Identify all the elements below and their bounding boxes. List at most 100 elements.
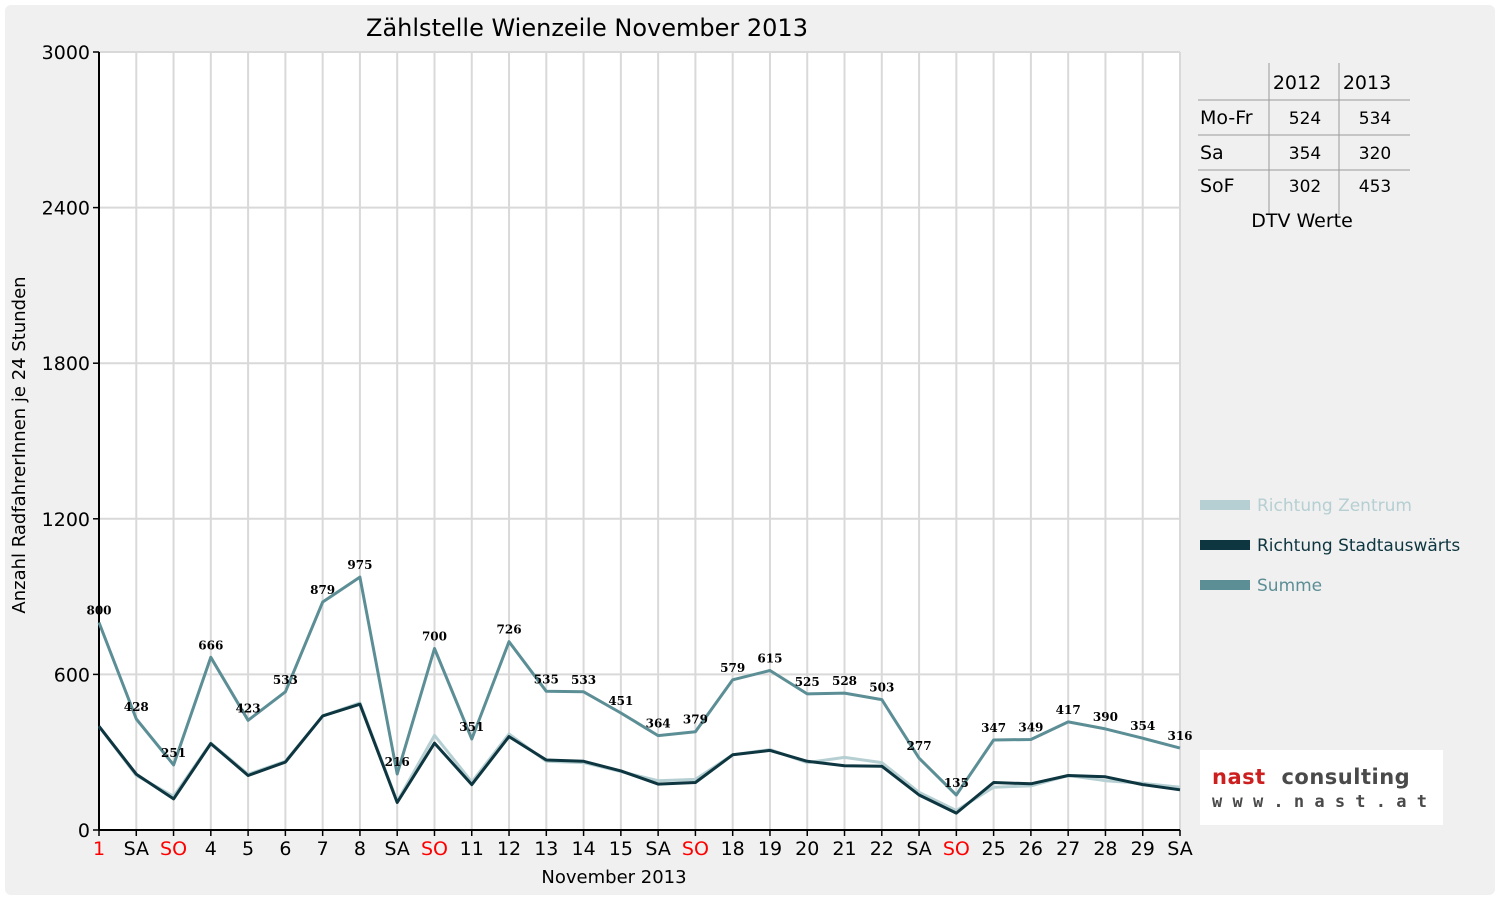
data-label: 364 xyxy=(646,717,671,731)
dtv-cell: 302 xyxy=(1289,177,1321,197)
x-tick-label: 27 xyxy=(1056,838,1080,860)
y-tick-label: 1200 xyxy=(42,509,90,531)
x-tick-label: SA xyxy=(384,838,409,860)
data-label: 975 xyxy=(347,558,372,572)
x-tick-label: SO xyxy=(682,838,709,860)
x-tick-label: 25 xyxy=(982,838,1006,860)
x-tick-label: 5 xyxy=(242,838,254,860)
x-tick-label: 22 xyxy=(870,838,894,860)
data-label: 533 xyxy=(273,673,298,687)
x-tick-label: 21 xyxy=(832,838,856,860)
x-tick-label: SA xyxy=(906,838,931,860)
legend-label: Richtung Zentrum xyxy=(1257,496,1412,516)
data-label: 428 xyxy=(124,700,149,714)
data-label: 451 xyxy=(608,694,633,708)
x-tick-label: 15 xyxy=(609,838,633,860)
y-tick-label: 3000 xyxy=(42,42,90,64)
data-label: 800 xyxy=(86,604,111,618)
data-label: 700 xyxy=(422,629,447,643)
data-label: 277 xyxy=(907,739,932,753)
data-label: 666 xyxy=(198,638,223,652)
x-tick-label: SA xyxy=(645,838,670,860)
data-label: 579 xyxy=(720,661,745,675)
data-label: 535 xyxy=(534,672,559,686)
legend-swatch xyxy=(1200,540,1250,550)
data-label: 216 xyxy=(385,755,410,769)
y-tick-label: 600 xyxy=(54,664,90,686)
logo-text-url: w w w . n a s t . a t xyxy=(1212,792,1427,812)
x-tick-label: 14 xyxy=(571,838,595,860)
x-tick-label: 1 xyxy=(93,838,105,860)
x-tick-label: 29 xyxy=(1131,838,1155,860)
dtv-row-label: Sa xyxy=(1200,142,1224,164)
data-label: 726 xyxy=(497,623,522,637)
data-label: 503 xyxy=(869,681,894,695)
data-label: 423 xyxy=(236,701,261,715)
chart-title: Zählstelle Wienzeile November 2013 xyxy=(366,14,808,42)
dtv-table: 2012 2013 Mo-Fr 524 534 Sa 354 320 SoF 3… xyxy=(1198,63,1410,232)
dtv-caption: DTV Werte xyxy=(1251,210,1353,232)
legend-swatch xyxy=(1200,580,1250,590)
data-label: 316 xyxy=(1167,729,1192,743)
y-tick-label: 2400 xyxy=(42,198,90,220)
x-tick-label: 26 xyxy=(1019,838,1043,860)
x-tick-label: SO xyxy=(943,838,970,860)
plot-background xyxy=(99,52,1180,830)
dtv-cell: 534 xyxy=(1359,109,1391,129)
line-chart: Zählstelle Wienzeile November 2013 0 600 1… xyxy=(9,14,1460,888)
legend-label: Summe xyxy=(1257,576,1322,596)
legend: Richtung Zentrum Richtung Stadtauswärts Su… xyxy=(1200,496,1460,596)
x-tick-label: 20 xyxy=(795,838,819,860)
y-axis-title: Anzahl RadfahrerInnen je 24 Stunden xyxy=(9,276,30,613)
series-line-2 xyxy=(97,702,1181,815)
data-label: 354 xyxy=(1130,719,1155,733)
data-label: 351 xyxy=(459,720,484,734)
dtv-cell: 354 xyxy=(1289,144,1321,164)
dtv-row-label: Mo-Fr xyxy=(1200,107,1253,129)
x-tick-label: 7 xyxy=(317,838,329,860)
x-tick-label: SA xyxy=(124,838,149,860)
data-label: 533 xyxy=(571,673,596,687)
data-label: 349 xyxy=(1018,720,1043,734)
data-label: 528 xyxy=(832,674,857,688)
x-tick-label: 28 xyxy=(1093,838,1117,860)
data-label: 379 xyxy=(683,713,708,727)
data-label: 390 xyxy=(1093,710,1118,724)
x-tick-label: 11 xyxy=(460,838,484,860)
x-tick-label: 13 xyxy=(534,838,558,860)
plot-area: 0 600 1200 1800 2400 3000 1 SA SO 4 5 6 7 8 SA SO 11 12 13… xyxy=(42,42,1193,860)
x-tick-label: SA xyxy=(1167,838,1192,860)
y-tick-label: 1800 xyxy=(42,353,90,375)
x-tick-label: SO xyxy=(421,838,448,860)
data-label: 417 xyxy=(1056,703,1081,717)
legend-label: Richtung Stadtauswärts xyxy=(1257,536,1460,556)
data-label: 347 xyxy=(981,721,1006,735)
x-tick-label: 6 xyxy=(279,838,291,860)
nast-consulting-logo: nast consulting w w w . n a s t . a t xyxy=(1200,750,1443,825)
dtv-cell: 524 xyxy=(1289,109,1321,129)
chart-frame: Zählstelle Wienzeile November 2013 0 600 1… xyxy=(5,5,1495,895)
dtv-row-label: SoF xyxy=(1200,175,1235,197)
x-tick-label: SO xyxy=(160,838,187,860)
series-line-3 xyxy=(97,575,1181,797)
data-label: 525 xyxy=(795,675,820,689)
dtv-header-2013: 2013 xyxy=(1343,72,1391,94)
dtv-cell: 453 xyxy=(1359,177,1391,197)
x-tick-label: 12 xyxy=(497,838,521,860)
data-label: 615 xyxy=(757,652,782,666)
x-tick-label: 18 xyxy=(721,838,745,860)
x-tick-label: 19 xyxy=(758,838,782,860)
y-tick-label: 0 xyxy=(78,820,90,842)
dtv-header-2012: 2012 xyxy=(1273,72,1321,94)
data-label: 135 xyxy=(944,776,969,790)
legend-swatch xyxy=(1200,500,1250,510)
x-tick-label: 8 xyxy=(354,838,366,860)
data-label: 251 xyxy=(161,746,186,760)
dtv-cell: 320 xyxy=(1359,144,1391,164)
x-axis-title: November 2013 xyxy=(541,867,686,888)
svg-text:nast consulting: nast consulting xyxy=(1212,765,1410,789)
x-tick-label: 4 xyxy=(205,838,217,860)
logo-text-consulting: consulting xyxy=(1281,765,1410,789)
logo-text-nast: nast xyxy=(1212,765,1266,789)
data-label: 879 xyxy=(310,583,335,597)
